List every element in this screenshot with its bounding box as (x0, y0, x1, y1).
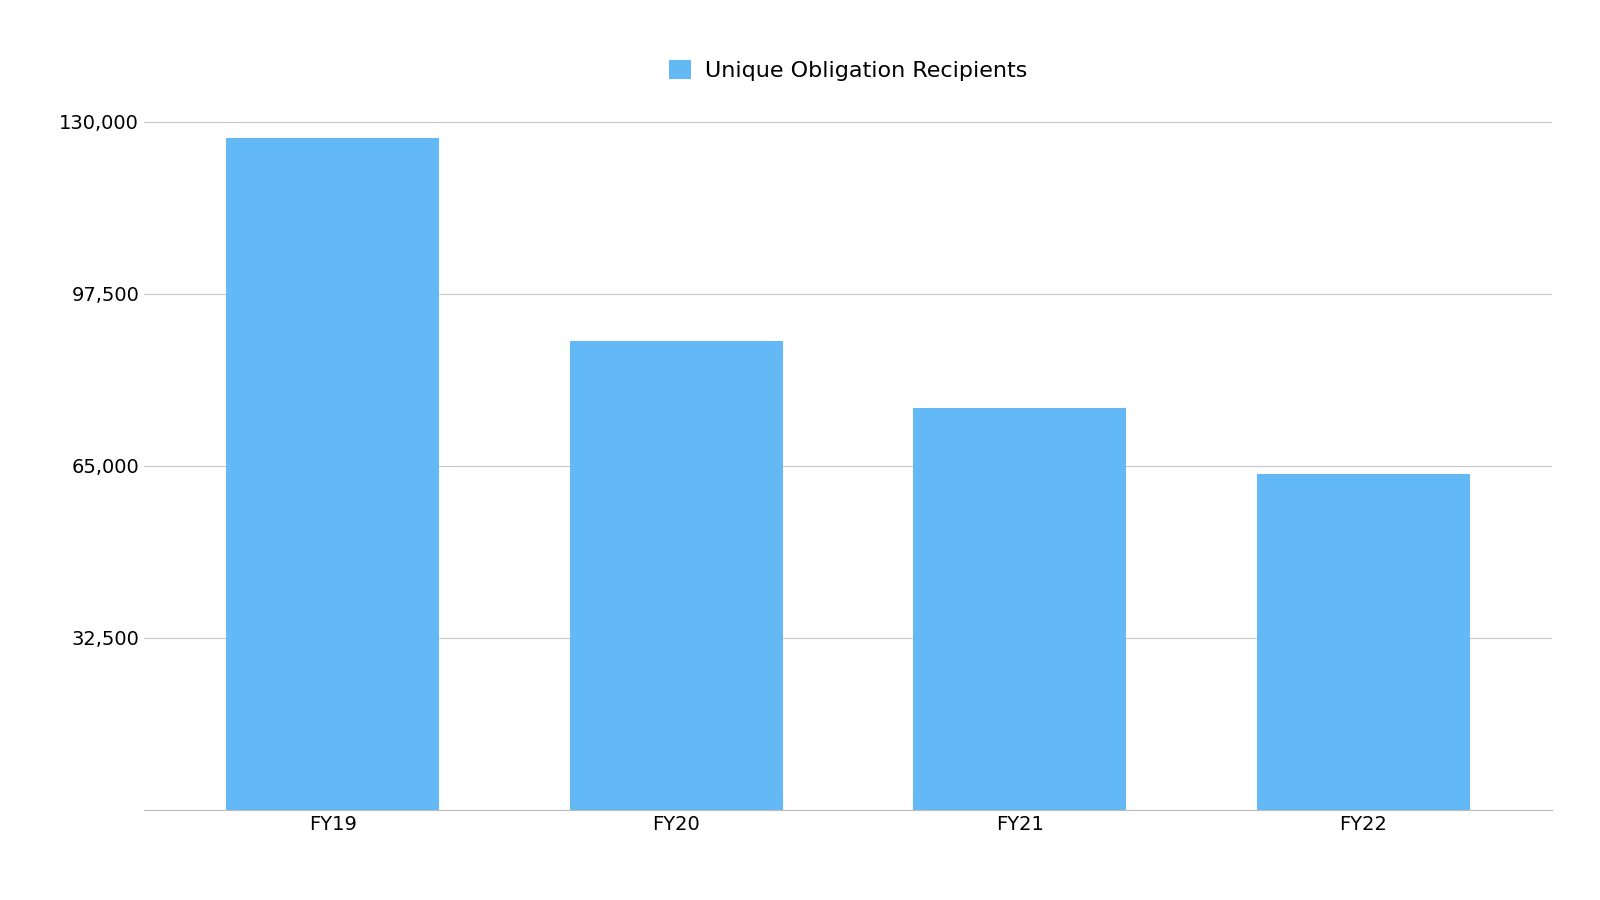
Bar (1256, 473, 1469, 810)
Bar (570, 341, 782, 810)
Bar (227, 138, 440, 810)
Bar (914, 408, 1126, 810)
Legend: Unique Obligation Recipients: Unique Obligation Recipients (661, 50, 1035, 90)
